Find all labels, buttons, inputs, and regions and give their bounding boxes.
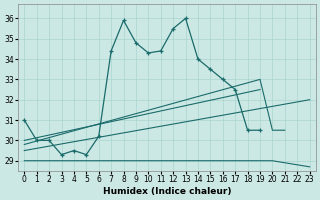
X-axis label: Humidex (Indice chaleur): Humidex (Indice chaleur) xyxy=(103,187,231,196)
